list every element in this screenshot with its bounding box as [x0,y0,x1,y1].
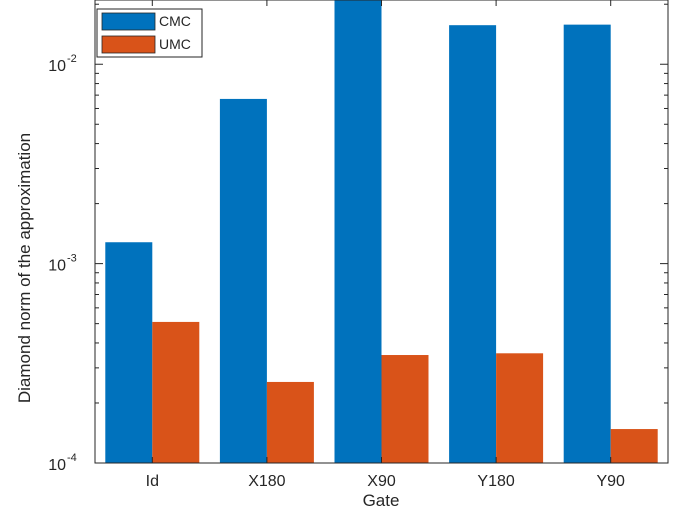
y-tick-exponent: -2 [67,53,77,65]
bar-umc-x180 [266,381,314,463]
x-tick-label: Y90 [596,473,625,490]
ticks-layer [95,0,668,464]
bar-cmc-y180 [449,25,497,463]
legend-label-cmc: CMC [159,13,191,29]
y-tick-label: 10 [48,58,66,75]
x-axis-label: Gate [363,491,400,510]
bar-cmc-x90 [334,0,382,463]
y-tick-label: 10 [48,457,66,474]
bar-cmc-y90 [563,24,611,463]
y-tick-exponent: -3 [67,253,77,265]
legend-label-umc: UMC [159,36,191,52]
legend-swatch-umc [101,35,156,54]
y-axis-label: Diamond norm of the approximation [15,133,34,403]
bar-umc-x90 [381,355,429,463]
y-tick-labels: 10-410-310-2 [48,53,77,474]
x-tick-label: Y180 [477,473,514,490]
bar-umc-y90 [610,429,658,463]
y-tick-exponent: -4 [67,452,77,464]
bars-layer [105,0,658,464]
legend-swatch-cmc [101,12,156,31]
x-tick-label: X90 [367,473,396,490]
bar-umc-id [152,321,200,463]
bar-umc-y180 [496,353,544,463]
x-tick-label: Id [146,473,159,490]
bar-cmc-id [105,242,153,463]
x-tick-labels: Id X180 X90 Y180 Y90 [146,473,625,490]
bar-cmc-x180 [219,98,267,464]
x-tick-label: X180 [248,473,285,490]
legend: CMC UMC [96,8,203,58]
y-tick-label: 10 [48,258,66,275]
